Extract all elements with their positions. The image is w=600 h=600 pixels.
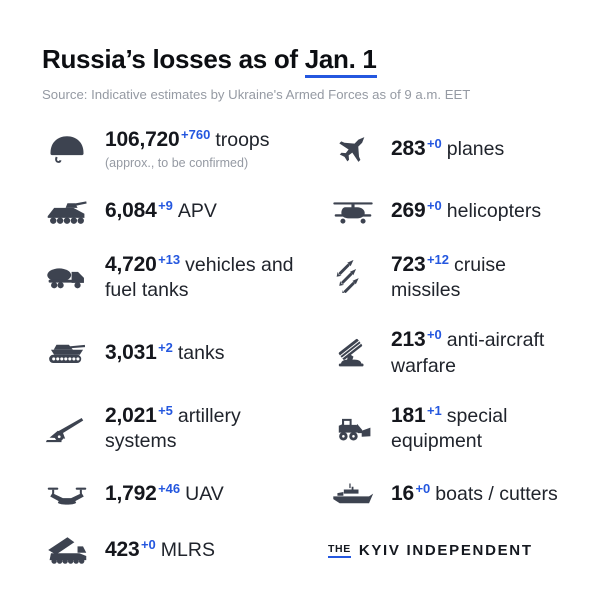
stat-label: boats / cutters	[435, 483, 558, 506]
stat-value: 423	[105, 538, 140, 562]
stat-value: 283	[391, 137, 426, 161]
anti-aircraft-icon	[328, 336, 378, 369]
drone-icon	[42, 478, 92, 511]
cruise-missiles-icon	[328, 260, 378, 294]
stat-apv: 6,084 +9 APV	[42, 195, 328, 228]
stat-label: cruise missiles	[391, 253, 507, 301]
stat-delta: +0	[426, 136, 442, 152]
helmet-icon	[42, 132, 92, 165]
stat-troops: 106,720 +760 troops (approx., to be confir…	[42, 126, 328, 172]
stat-value: 3,031	[105, 340, 157, 364]
logo-name: KYIV INDEPENDENT	[358, 541, 533, 559]
page-title: Russia’s losses as of Jan. 1	[42, 44, 574, 78]
stat-label: UAV	[185, 483, 224, 506]
stat-delta: +0	[415, 481, 431, 497]
stat-anti-aircraft: 213 +0 anti-aircraft warfare	[328, 326, 574, 379]
stat-value: 16	[391, 482, 414, 506]
logo-the: THE	[328, 543, 351, 558]
stat-mlrs: 423 +0 MLRS	[42, 534, 328, 567]
stat-delta: +12	[426, 251, 450, 267]
stat-delta: +1	[426, 402, 442, 418]
stat-value: 213	[391, 328, 426, 352]
special-equipment-icon	[328, 412, 378, 445]
stat-value: 6,084	[105, 199, 157, 223]
stat-label: APV	[177, 200, 217, 223]
title-date: Jan. 1	[304, 44, 377, 78]
infographic: Russia’s losses as of Jan. 1 Source: Ind…	[42, 44, 574, 567]
stat-label: artillery systems	[105, 404, 241, 453]
stat-special-equipment: 181 +1 special equipment	[328, 402, 574, 455]
kyiv-independent-logo: THE KYIV INDEPENDENT	[328, 542, 574, 559]
stat-value: 269	[391, 199, 426, 223]
apc-icon	[42, 195, 92, 228]
stat-delta: +0	[426, 327, 442, 343]
stat-delta: +46	[158, 481, 181, 497]
stat-delta: +0	[426, 198, 442, 214]
artillery-icon	[42, 412, 92, 445]
stat-label: troops	[215, 129, 270, 151]
helicopter-icon	[328, 195, 378, 228]
stat-vehicles-fuel-tanks: 4,720 +13 vehicles and fuel tanks	[42, 251, 328, 304]
stat-value: 1,792	[105, 482, 157, 506]
mlrs-icon	[42, 534, 92, 567]
boat-icon	[328, 478, 378, 511]
stat-cruise-missiles: 723 +12 cruise missiles	[328, 251, 574, 304]
stat-label: anti-aircraft warfare	[391, 329, 545, 377]
fuel-truck-icon	[42, 260, 92, 293]
stat-label: MLRS	[160, 539, 215, 562]
source-line: Source: Indicative estimates by Ukraine'…	[42, 87, 471, 102]
stat-tanks: 3,031 +2 tanks	[42, 336, 328, 369]
stat-artillery: 2,021 +5 artillery systems	[42, 402, 328, 455]
stat-helicopters: 269 +0 helicopters	[328, 195, 574, 228]
tank-icon	[42, 336, 92, 369]
stat-label: vehicles and fuel tanks	[105, 253, 294, 301]
stat-delta: +760	[181, 127, 211, 142]
stat-label: helicopters	[446, 200, 542, 223]
title-text: Russia’s losses as of	[42, 44, 305, 74]
stat-note: (approx., to be confirmed)	[105, 156, 249, 171]
stat-boats: 16 +0 boats / cutters	[328, 478, 574, 511]
stat-delta: +0	[140, 537, 156, 553]
stat-label: special equipment	[391, 404, 508, 453]
stat-delta: +13	[158, 251, 181, 267]
stat-delta: +5	[158, 402, 173, 418]
stat-delta: +2	[158, 339, 173, 355]
stat-label: tanks	[177, 341, 225, 364]
stat-value: 2,021	[105, 403, 157, 427]
stats-grid: 106,720 +760 troops (approx., to be confir…	[42, 126, 574, 567]
stat-planes: 283 +0 planes	[328, 132, 574, 165]
stat-value: 181	[391, 403, 426, 427]
stat-label: planes	[446, 138, 505, 161]
jet-icon	[328, 132, 378, 165]
stat-delta: +9	[158, 198, 173, 214]
stat-value: 723	[391, 252, 426, 276]
stat-value: 4,720	[105, 252, 157, 276]
stat-value: 106,720	[105, 128, 180, 151]
stat-uav: 1,792 +46 UAV	[42, 478, 328, 511]
